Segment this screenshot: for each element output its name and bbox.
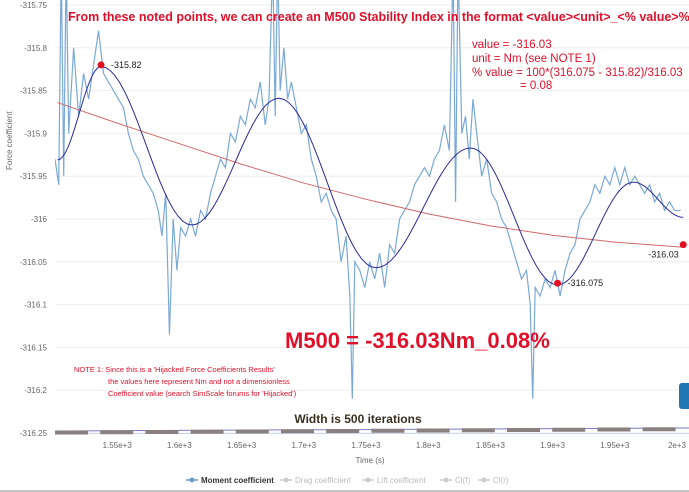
marked-point-label: -316.075 <box>568 278 604 288</box>
legend-label: Cl(r) <box>493 476 509 485</box>
calc-line-3: % value = 100*(316.075 - 315.82)/316.03 <box>472 67 683 79</box>
window-band-segment <box>100 430 134 435</box>
marked-point-label: -316.03 <box>648 250 679 260</box>
legend-marker-icon <box>189 477 195 483</box>
note-line-1: NOTE 1: Since this is a 'Hijacked Force … <box>74 365 275 374</box>
legend-item[interactable]: Cl(r) <box>478 476 509 485</box>
calc-line-4: = 0.08 <box>520 80 552 92</box>
window-band-segment <box>145 430 179 434</box>
window-band-segment <box>416 428 450 433</box>
y-tick-label: -316.15 <box>20 343 48 352</box>
y-tick-label: -315.75 <box>20 1 48 10</box>
headline-annotation: From these noted points, we can create a… <box>68 10 689 24</box>
x-tick-label: 1.7e+3 <box>291 441 316 450</box>
y-axis: -315.75 -315.8 -315.85 -315.9 -315.95 -316 -31… <box>20 1 48 438</box>
legend-marker-icon <box>365 477 371 483</box>
x-tick-label: 1.55e+3 <box>103 441 133 450</box>
window-band-segment <box>507 428 540 432</box>
x-tick-label: 1.65e+3 <box>227 441 257 450</box>
window-band <box>54 427 689 435</box>
y-tick-label: -315.95 <box>20 172 48 181</box>
y-tick-label: -315.85 <box>20 87 48 96</box>
legend-marker-icon <box>283 477 289 483</box>
x-tick-label: 1.75e+3 <box>351 441 381 450</box>
y-tick-label: -316.1 <box>24 301 47 310</box>
x-tick-label: 1.6e+3 <box>167 441 192 450</box>
y-tick-label: -316 <box>31 215 48 224</box>
legend-label: Lift coefficient <box>377 476 427 485</box>
window-band-segment <box>326 429 360 433</box>
marked-point <box>554 279 562 287</box>
x-axis: 1.55e+3 1.6e+3 1.65e+3 1.7e+3 1.75e+3 1.8e+3 1… <box>55 433 689 450</box>
marked-point-label: -315.82 <box>111 60 142 70</box>
side-feedback-tab[interactable] <box>679 383 689 409</box>
fit-line <box>57 66 684 286</box>
window-band-label: Width is 500 iterations <box>294 412 422 426</box>
marked-point <box>679 241 687 249</box>
window-band-segment <box>190 429 224 434</box>
y-tick-label: -315.9 <box>24 129 47 138</box>
marked-point <box>97 61 105 69</box>
x-axis-title: Time (s) <box>355 456 384 465</box>
y-tick-label: -315.8 <box>24 44 47 53</box>
window-band-segment <box>55 430 88 435</box>
legend-label: Drag coefficient <box>295 476 351 485</box>
window-band-segment <box>461 428 495 433</box>
legend-label: Moment coefficient <box>201 476 274 485</box>
x-tick-label: 2e+3 <box>668 441 687 450</box>
trend-line <box>57 102 684 248</box>
x-tick-label: 1.8e+3 <box>416 441 441 450</box>
legend-item[interactable]: Moment coefficient <box>186 476 274 485</box>
y-tick-label: -316.05 <box>20 258 48 267</box>
x-tick-label: 1.9e+3 <box>540 441 565 450</box>
legend-item[interactable]: Lift coefficient <box>362 476 427 485</box>
x-tick-label: 1.95e+3 <box>600 441 630 450</box>
window-band-segment <box>281 429 314 434</box>
calc-line-2: unit = Nm (see NOTE 1) <box>472 53 596 65</box>
window-band-segment <box>642 427 676 432</box>
calc-line-1: value = -316.03 <box>472 39 552 51</box>
note-line-2: the values here represent Nm and not a d… <box>108 377 290 386</box>
legend-marker-icon <box>443 477 449 483</box>
legend-item[interactable]: Cl(f) <box>440 476 470 485</box>
legend-marker-icon <box>481 477 487 483</box>
y-tick-label: -316.25 <box>20 429 48 438</box>
window-band-segment <box>235 429 269 434</box>
series-line-moment-coefficient <box>55 0 681 399</box>
legend: Moment coefficient Drag coefficient Lift c… <box>186 476 509 485</box>
y-axis-title: Force coefficient <box>5 111 14 170</box>
legend-label: Cl(f) <box>455 476 470 485</box>
note-line-3: Coefficient value (search SimScale forum… <box>108 389 297 398</box>
window-band-segment <box>597 427 631 432</box>
marked-points: -315.82 -316.075 -316.03 <box>97 60 687 288</box>
window-band-segment <box>371 428 405 433</box>
legend-item[interactable]: Drag coefficient <box>280 476 351 485</box>
result-annotation: M500 = -316.03Nm_0.08% <box>285 328 550 353</box>
x-tick-label: 1.85e+3 <box>476 441 506 450</box>
window-band-segment <box>552 427 586 432</box>
y-tick-label: -316.2 <box>24 386 47 395</box>
